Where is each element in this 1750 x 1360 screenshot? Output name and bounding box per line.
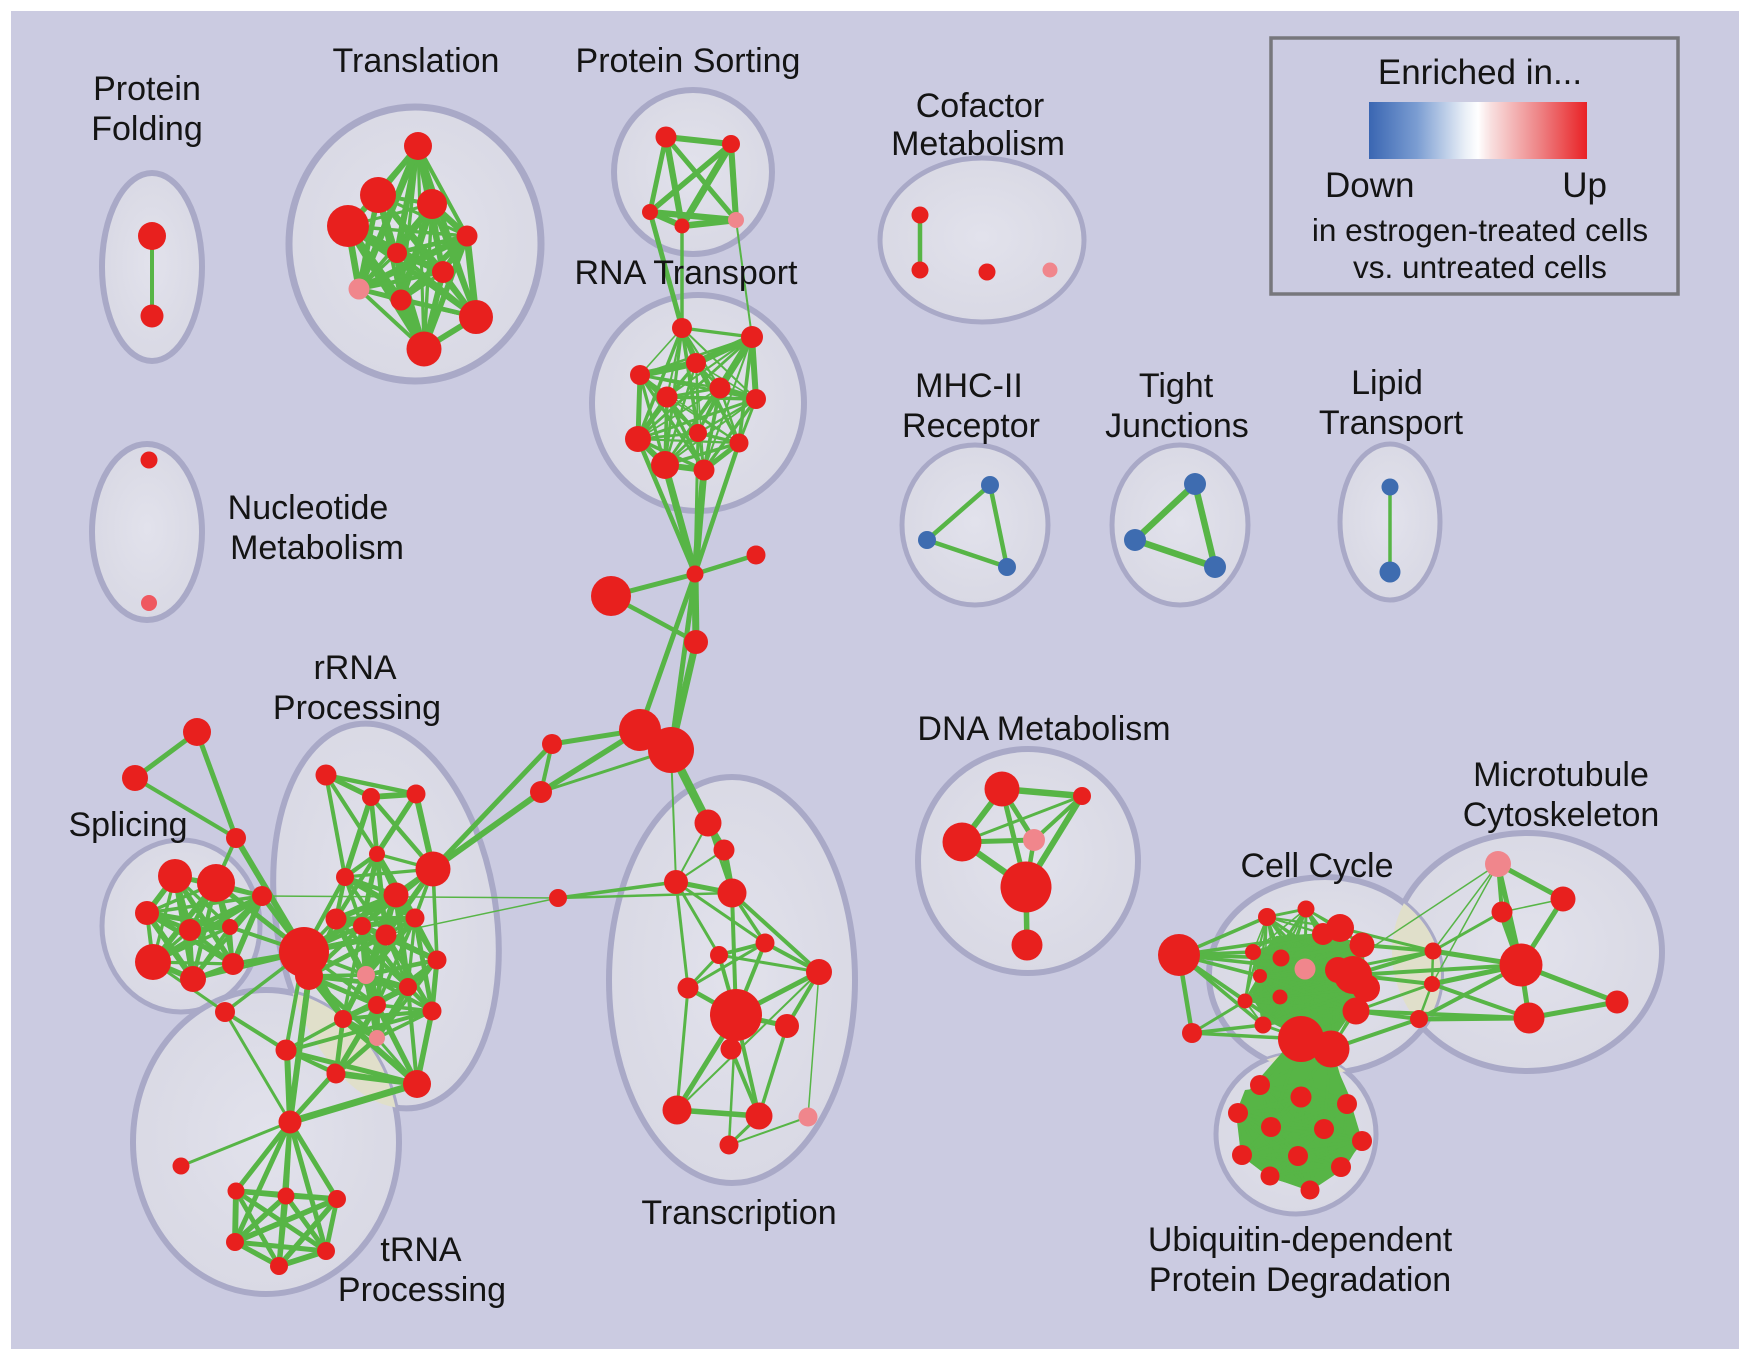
svg-text:Protein Sorting: Protein Sorting — [576, 42, 801, 80]
svg-text:Down: Down — [1325, 166, 1414, 205]
svg-text:MHC-II: MHC-II — [915, 367, 1023, 405]
svg-text:Protein: Protein — [93, 70, 201, 108]
svg-text:Folding: Folding — [91, 110, 203, 148]
svg-text:Receptor: Receptor — [902, 407, 1040, 445]
svg-text:Metabolism: Metabolism — [891, 125, 1065, 163]
svg-text:Metabolism: Metabolism — [230, 529, 404, 567]
svg-text:Processing: Processing — [273, 689, 441, 727]
svg-text:Processing: Processing — [338, 1271, 506, 1309]
svg-text:Ubiquitin-dependent: Ubiquitin-dependent — [1148, 1221, 1453, 1259]
svg-text:Enriched in...: Enriched in... — [1378, 53, 1582, 92]
svg-text:Cytoskeleton: Cytoskeleton — [1463, 796, 1660, 834]
svg-text:Nucleotide: Nucleotide — [228, 489, 389, 527]
svg-text:Microtubule: Microtubule — [1473, 756, 1649, 794]
svg-text:Lipid: Lipid — [1351, 364, 1423, 402]
svg-text:Up: Up — [1562, 166, 1607, 205]
svg-text:RNA Transport: RNA Transport — [575, 254, 799, 292]
svg-text:Transport: Transport — [1319, 404, 1464, 442]
svg-text:Protein Degradation: Protein Degradation — [1149, 1261, 1451, 1299]
svg-text:Cell Cycle: Cell Cycle — [1240, 847, 1393, 885]
svg-text:tRNA: tRNA — [380, 1231, 462, 1269]
svg-text:Cofactor: Cofactor — [916, 87, 1045, 125]
svg-text:Translation: Translation — [333, 42, 500, 80]
svg-text:DNA Metabolism: DNA Metabolism — [917, 710, 1170, 748]
svg-text:Splicing: Splicing — [68, 806, 187, 844]
svg-text:rRNA: rRNA — [313, 649, 396, 687]
svg-text:Transcription: Transcription — [641, 1194, 836, 1232]
svg-text:vs. untreated cells: vs. untreated cells — [1353, 249, 1607, 285]
svg-text:Tight: Tight — [1139, 367, 1214, 405]
svg-text:in estrogen-treated cells: in estrogen-treated cells — [1312, 212, 1648, 248]
svg-text:Junctions: Junctions — [1105, 407, 1249, 445]
